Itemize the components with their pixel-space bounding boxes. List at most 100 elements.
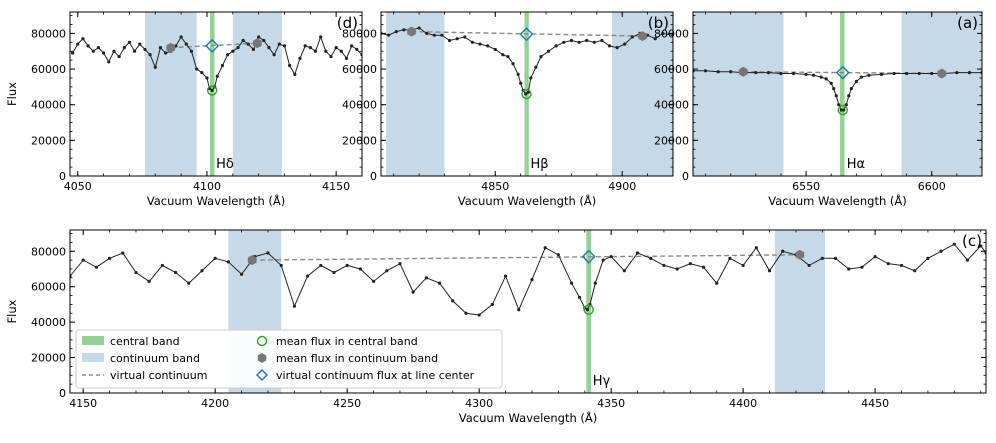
continuum-mean-marker [795,249,805,260]
flux-point [493,47,497,52]
flux-point [832,87,836,91]
flux-point [517,308,521,312]
flux-line [70,243,986,316]
continuum-mean-marker [166,42,176,53]
x-tick-label: 4350 [597,397,625,410]
flux-point [319,35,323,39]
y-tick-label: 80000 [31,245,66,258]
x-axis-title: Vacuum Wavelength (Å) [458,193,597,208]
flux-point [213,256,217,260]
flux-point [133,49,137,53]
flux-point [138,42,142,46]
flux-point [107,60,111,64]
panel-label: (a) [957,14,978,32]
y-tick-label: 60000 [31,281,66,294]
flux-point [630,35,634,39]
flux-point [824,77,828,81]
flux-point [562,40,566,44]
continuum-band [386,12,445,176]
flux-point [424,276,428,280]
flux-point [847,94,851,98]
virtual-center-marker [519,27,534,42]
flux-point [387,33,391,37]
flux-point [411,290,415,294]
flux-point [477,313,481,317]
panel-a: 6550 6600 0 20000 40000 60000 80000 Vacuum Wave… [654,11,983,208]
flux-point [833,256,838,260]
flux-point [112,49,116,53]
flux-point [121,251,125,255]
continuum-mean-marker [253,38,262,49]
flux-point [241,38,245,43]
flux-point [791,71,796,76]
flux-point [926,256,930,260]
flux-point [358,267,362,271]
virtual-continuum-line [411,30,643,37]
flux-point [402,28,406,32]
flux-point [266,251,270,255]
flux-point [844,103,848,107]
flux-point [503,274,508,278]
legend-central-swatch [82,336,104,345]
flux-point [153,65,157,69]
flux-point [205,76,209,80]
flux-point [834,94,838,98]
flux-point [81,258,85,262]
x-tick-label: 4200 [201,397,229,410]
flux-point [189,49,194,53]
flux-point [609,254,613,259]
flux-point [593,281,597,285]
flux-point [741,263,745,268]
y-tick-label: 20000 [31,134,66,147]
x-tick-label: 4400 [729,397,757,410]
x-tick-label: 4100 [193,180,221,193]
line-label: Hδ [216,157,234,172]
flux-point [91,49,95,53]
x-axis-title: Vacuum Wavelength (Å) [459,410,598,425]
flux-point [952,242,956,246]
flux-point [804,72,808,76]
flux-point [913,269,917,273]
flux-point [272,53,276,57]
y-tick-label: 0 [682,170,689,183]
panel-a-frame [692,11,983,177]
flux-point [965,258,970,262]
flux-point [355,47,359,52]
flux-point [210,88,214,93]
x-tick-label: 4450 [861,397,889,410]
flux-point [425,31,429,35]
flux-point [220,63,225,68]
flux-point [122,46,126,50]
flux-point [158,46,163,50]
flux-point [715,281,719,285]
flux-point [585,38,589,43]
flux-point [292,304,296,308]
flux-point [837,103,841,107]
flux-point [134,270,138,275]
flux-point [930,71,934,76]
flux-point [350,44,354,48]
flux-point [766,71,770,75]
y-tick-label: 20000 [31,352,66,365]
legend-box [75,329,503,389]
flux-point [173,270,178,275]
flux-point [569,38,574,43]
flux-point [76,42,80,46]
legend-central-mean-icon [256,335,268,347]
flux-point [398,262,402,266]
flux-point [892,71,896,76]
flux-point [371,279,376,283]
y-axis-title: Flux [5,82,19,106]
x-tick-label: 4150 [322,180,350,193]
flux-point [385,269,389,273]
continuum-mean-marker [247,255,257,266]
x-tick-label: 4050 [64,180,92,193]
central-mean-marker [206,85,218,96]
panel-d-frame [69,11,363,177]
flux-point [313,49,318,53]
x-axis-title: Vacuum Wavelength (Å) [768,193,907,208]
flux-point [807,263,811,268]
flux-point [215,74,219,78]
panel-b-plot-area [381,12,673,176]
flux-point [607,44,612,48]
